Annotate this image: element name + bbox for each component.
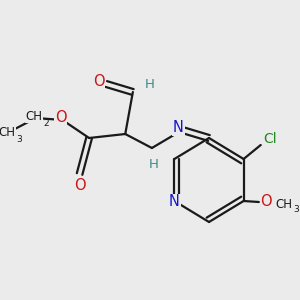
Text: 3: 3: [17, 136, 22, 145]
Text: O: O: [261, 194, 272, 209]
Text: N: N: [173, 121, 184, 136]
Text: CH: CH: [26, 110, 42, 122]
Text: Cl: Cl: [263, 132, 277, 146]
Text: CH: CH: [275, 199, 292, 212]
Text: H: H: [149, 158, 159, 170]
Text: 2: 2: [44, 119, 49, 128]
Text: O: O: [55, 110, 66, 125]
Text: O: O: [93, 74, 104, 89]
Text: O: O: [74, 178, 85, 194]
Text: H: H: [145, 77, 155, 91]
Text: N: N: [169, 194, 180, 209]
Text: CH: CH: [0, 125, 16, 139]
Text: 3: 3: [293, 205, 299, 214]
